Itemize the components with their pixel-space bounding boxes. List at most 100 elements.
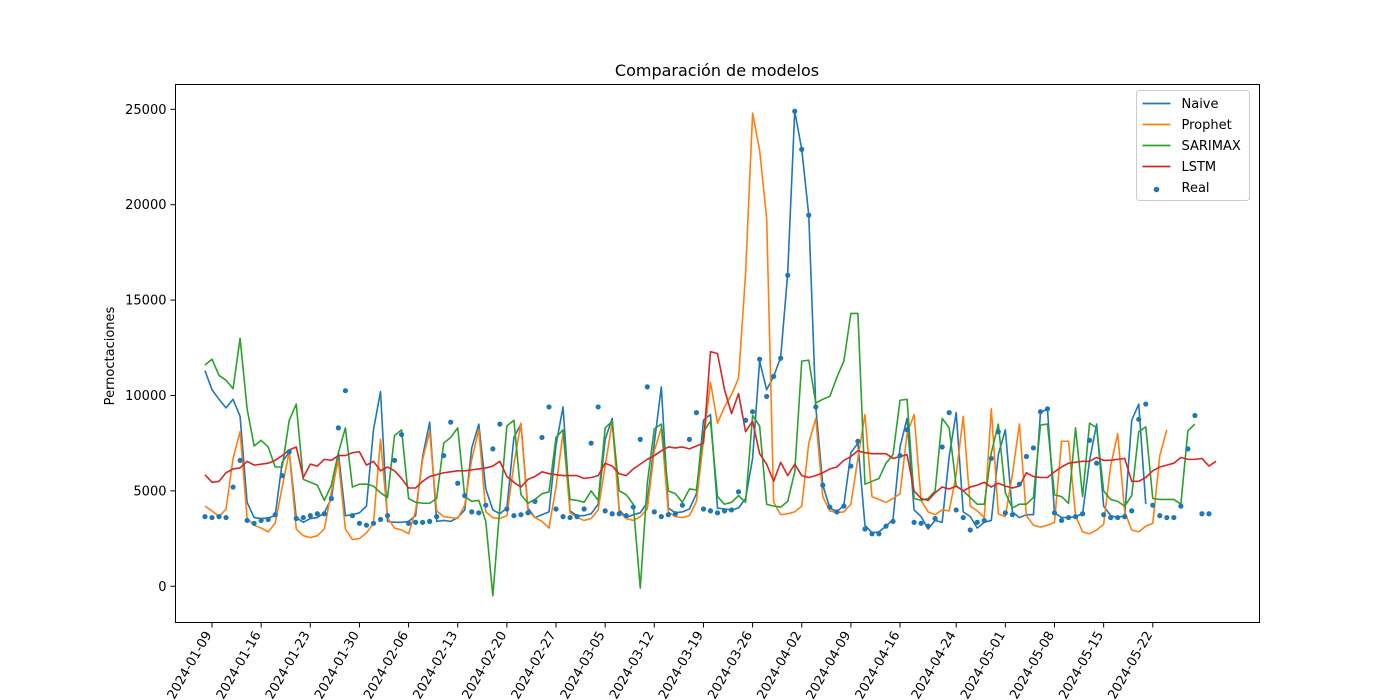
- point-real: [1044, 406, 1051, 412]
- point-real: [1079, 511, 1086, 517]
- point-real: [693, 410, 700, 416]
- point-real: [658, 514, 664, 520]
- point-real: [771, 373, 777, 379]
- legend-item-naive: Naive: [1142, 97, 1219, 112]
- point-real: [223, 514, 229, 521]
- point-real: [918, 520, 924, 526]
- point-real: [1065, 514, 1072, 521]
- point-real: [1150, 502, 1156, 508]
- point-real: [897, 452, 903, 459]
- point-real: [686, 436, 693, 442]
- legend-item-real: Real: [1153, 181, 1210, 196]
- point-real: [230, 484, 236, 490]
- point-real: [581, 506, 587, 512]
- point-real: [1206, 511, 1212, 517]
- point-real: [427, 518, 433, 524]
- legend-label: Real: [1182, 181, 1210, 196]
- point-real: [391, 457, 398, 463]
- point-real: [525, 510, 531, 516]
- point-real: [792, 108, 798, 114]
- point-real: [988, 455, 994, 462]
- point-real: [497, 421, 503, 427]
- point-real: [441, 452, 447, 459]
- point-real: [455, 480, 461, 486]
- point-real: [434, 514, 440, 520]
- point-real: [883, 523, 889, 529]
- point-real: [244, 517, 250, 524]
- point-real: [869, 531, 875, 537]
- point-real: [995, 429, 1001, 435]
- point-real: [546, 404, 552, 410]
- point-real: [757, 356, 763, 362]
- point-real: [1087, 437, 1093, 443]
- series-real: [202, 108, 1212, 537]
- legend-swatch: [1153, 186, 1160, 193]
- y-tick-label: 5000: [133, 484, 166, 499]
- point-real: [707, 508, 714, 514]
- point-real: [560, 514, 566, 520]
- point-real: [216, 514, 222, 520]
- point-real: [637, 436, 643, 442]
- point-real: [939, 444, 945, 450]
- point-real: [1178, 503, 1184, 509]
- point-real: [321, 511, 327, 517]
- legend-item-lstm: LSTM: [1142, 160, 1217, 175]
- point-real: [834, 509, 840, 515]
- y-tick-label: 15000: [125, 294, 166, 309]
- point-real: [251, 520, 257, 526]
- point-real: [742, 417, 749, 423]
- y-axis: 0 5000 10000 15000 20000 25000: [125, 103, 176, 595]
- point-real: [405, 520, 412, 526]
- point-real: [483, 502, 489, 508]
- legend-label: SARIMAX: [1182, 139, 1241, 154]
- point-real: [202, 514, 208, 520]
- point-real: [714, 510, 721, 516]
- point-real: [820, 482, 826, 488]
- point-real: [286, 449, 292, 455]
- series-lstm: [204, 350, 1217, 502]
- point-real: [265, 516, 271, 523]
- point-real: [967, 527, 973, 533]
- legend-box: [1136, 90, 1250, 201]
- point-real: [279, 473, 285, 479]
- point-real: [349, 513, 356, 519]
- point-real: [567, 514, 573, 521]
- point-real: [490, 446, 496, 452]
- point-real: [356, 520, 363, 526]
- chart-title: Comparación de modelos: [615, 61, 819, 80]
- point-real: [1002, 510, 1008, 516]
- point-real: [1129, 508, 1135, 514]
- point-real: [307, 513, 313, 519]
- point-real: [1122, 514, 1128, 520]
- point-real: [1164, 514, 1170, 521]
- point-real: [504, 506, 510, 512]
- point-real: [413, 519, 419, 525]
- point-real: [855, 438, 861, 444]
- point-real: [314, 511, 320, 517]
- point-real: [1030, 445, 1037, 451]
- legend-label: LSTM: [1182, 160, 1217, 175]
- point-real: [1094, 460, 1100, 466]
- point-real: [363, 522, 370, 528]
- line-sarimax: [204, 312, 1196, 597]
- point-real: [1023, 453, 1030, 460]
- point-real: [539, 434, 545, 441]
- point-real: [1037, 409, 1044, 415]
- point-real: [377, 516, 384, 523]
- point-real: [1016, 481, 1022, 487]
- point-real: [911, 519, 917, 525]
- point-real: [602, 508, 608, 514]
- point-real: [1101, 512, 1107, 518]
- point-real: [237, 457, 243, 463]
- point-real: [588, 440, 594, 446]
- point-real: [799, 146, 805, 152]
- point-real: [953, 507, 959, 513]
- point-real: [1192, 412, 1198, 419]
- point-real: [1143, 401, 1149, 407]
- point-real: [1171, 514, 1177, 521]
- point-real: [876, 531, 882, 537]
- point-real: [841, 503, 847, 509]
- line-prophet: [204, 112, 1168, 541]
- point-real: [1136, 416, 1142, 422]
